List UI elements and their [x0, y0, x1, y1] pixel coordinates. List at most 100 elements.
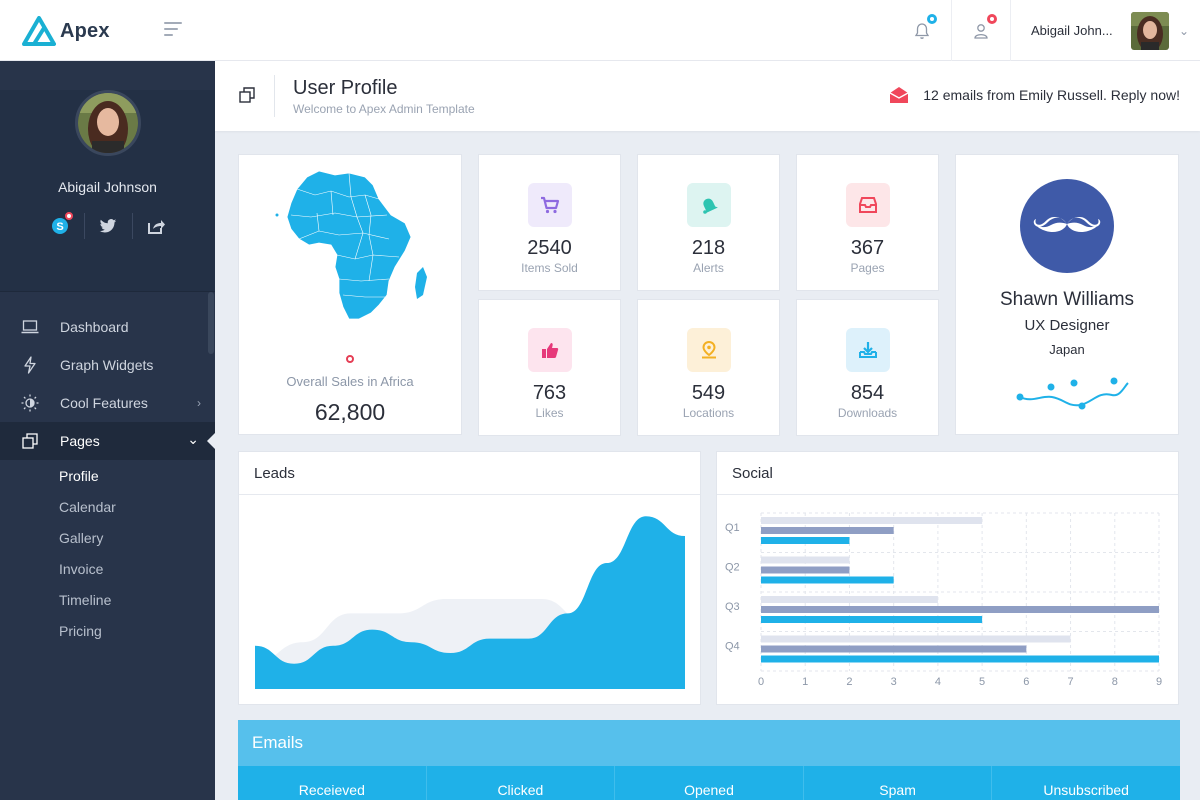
stat-card-downloads: 854 Downloads: [796, 299, 939, 436]
chevron-down-icon: ⌄: [187, 431, 199, 447]
sidebar-subitem-gallery[interactable]: Gallery: [59, 529, 104, 546]
tab-opened[interactable]: Opened: [615, 766, 804, 800]
sidebar: Abigail Johnson S: [0, 61, 215, 800]
brightness-icon: [20, 393, 40, 413]
stat-badge: [845, 183, 890, 227]
twitter-button[interactable]: [83, 213, 132, 239]
pages-icon: [20, 431, 40, 451]
page-subtitle: Welcome to Apex Admin Template: [293, 102, 475, 116]
tab-received[interactable]: Receieved: [238, 766, 427, 800]
svg-text:S: S: [56, 221, 63, 233]
bar: [761, 537, 850, 544]
stat-value: 2540: [527, 237, 572, 259]
stat-label: Downloads: [837, 406, 898, 420]
activity-sparkline: [1016, 377, 1129, 410]
social-chart: 0 1 2 3 4 5 6 7 8 9 Q1 Q2 Q3 Q4: [725, 512, 1162, 688]
sparkline-point: [1110, 377, 1118, 385]
x-tick-label: 3: [891, 676, 897, 688]
sidebar-item-pages[interactable]: Pages ⌄: [0, 422, 215, 460]
stat-value: 549: [691, 382, 726, 404]
notification-dot: [927, 14, 937, 24]
stat-label: Alerts: [693, 261, 724, 275]
sidebar-item-label: Pages: [60, 433, 100, 449]
person-location: Japan: [1049, 342, 1085, 357]
notifications-button[interactable]: [893, 0, 951, 61]
page-title: User Profile: [293, 77, 398, 99]
leads-panel: Leads: [238, 451, 701, 705]
pages-icon: [239, 87, 255, 108]
share-button[interactable]: [131, 213, 180, 239]
sparkline-point: [1016, 393, 1024, 401]
sidebar-item-graph-widgets[interactable]: Graph Widgets: [0, 346, 215, 384]
avatar-photo: [77, 93, 138, 153]
thumbs-up-icon: [541, 343, 558, 358]
sidebar-subitem-profile[interactable]: Profile: [59, 467, 99, 484]
x-tick-label: 5: [979, 676, 985, 688]
skype-icon: S: [51, 218, 68, 234]
africa-sales-card: Overall Sales in Africa 62,800: [238, 154, 462, 435]
social-panel: Social 0 1 2 3 4 5 6 7 8 9 Q1 Q2 Q3 Q4: [716, 451, 1179, 705]
sidebar-profile: Abigail Johnson S: [0, 90, 215, 292]
emails-title: Emails: [252, 733, 304, 752]
map-card-label: Overall Sales in Africa: [286, 374, 414, 389]
leads-title: Leads: [239, 452, 700, 495]
sidebar-item-label: Dashboard: [60, 319, 129, 335]
divider: [274, 75, 275, 117]
cart-icon: [540, 196, 559, 214]
chevron-down-icon: ⌄: [1179, 23, 1190, 38]
email-notice-link[interactable]: 12 emails from Emily Russell. Reply now!: [889, 86, 1180, 104]
sidebar-item-dashboard[interactable]: Dashboard: [0, 308, 215, 346]
bolt-icon: [20, 355, 40, 375]
bell-icon: [702, 198, 718, 214]
mustache-avatar[interactable]: [1020, 179, 1114, 273]
stat-card-pages: 367 Pages: [796, 154, 939, 291]
sidebar-item-cool-features[interactable]: Cool Features ›: [0, 384, 215, 422]
bar: [761, 566, 850, 574]
stat-label: Pages: [850, 261, 885, 275]
user-menu[interactable]: Abigail John... ⌄: [1010, 0, 1200, 61]
x-tick-label: 1: [802, 676, 808, 688]
avatar-photo: [1131, 11, 1169, 50]
tab-unsubscribed[interactable]: Unsubscribed: [1043, 782, 1129, 798]
sparkline-point: [1078, 402, 1086, 410]
user-alert-dot: [987, 14, 997, 24]
map-card-value: 62,800: [314, 399, 386, 425]
menu-toggle-icon[interactable]: [164, 22, 184, 38]
stat-badge: [527, 183, 572, 227]
tab-spam[interactable]: Spam: [804, 766, 993, 800]
category-label: Q3: [725, 601, 740, 613]
africa-map: [275, 170, 427, 320]
avatar[interactable]: [74, 90, 141, 156]
sidebar-subitem-invoice[interactable]: Invoice: [59, 560, 104, 577]
tab-clicked[interactable]: Clicked: [427, 766, 616, 800]
user-requests-button[interactable]: [951, 0, 1009, 61]
sidebar-menu: Dashboard Graph Widgets Cool Features › …: [0, 292, 215, 646]
sidebar-scrollbar[interactable]: [208, 292, 214, 354]
sidebar-subitem-calendar[interactable]: Calendar: [59, 498, 116, 515]
laptop-icon: [20, 317, 40, 337]
stat-label: Items Sold: [521, 261, 578, 275]
sidebar-subitem-timeline[interactable]: Timeline: [59, 591, 112, 608]
apex-logo-icon: [22, 16, 56, 46]
bar: [761, 556, 850, 564]
stat-card-likes: 763 Likes: [478, 299, 621, 436]
skype-button[interactable]: S: [36, 212, 84, 239]
person-card: Shawn Williams UX Designer Japan: [955, 154, 1179, 435]
sidebar-subitem-pricing[interactable]: Pricing: [59, 622, 102, 639]
app-logo[interactable]: Apex: [22, 16, 110, 46]
stat-label: Likes: [535, 406, 564, 420]
email-notice-text: 12 emails from Emily Russell. Reply now!: [923, 87, 1180, 103]
category-label: Q2: [725, 562, 740, 574]
skype-status-dot: [64, 212, 73, 220]
category-label: Q4: [725, 641, 740, 653]
app-name: Apex: [60, 19, 110, 42]
sparkline-point: [1047, 383, 1055, 391]
stat-value: 218: [691, 237, 726, 259]
bar: [761, 576, 894, 584]
mustache-icon: [1033, 217, 1101, 233]
bar: [761, 655, 1159, 663]
stat-value: 763: [532, 382, 567, 404]
bar: [761, 517, 983, 524]
chevron-right-icon: ›: [197, 396, 201, 410]
emails-tabs: Receieved Clicked Opened Spam Unsubscrib…: [238, 766, 1180, 800]
